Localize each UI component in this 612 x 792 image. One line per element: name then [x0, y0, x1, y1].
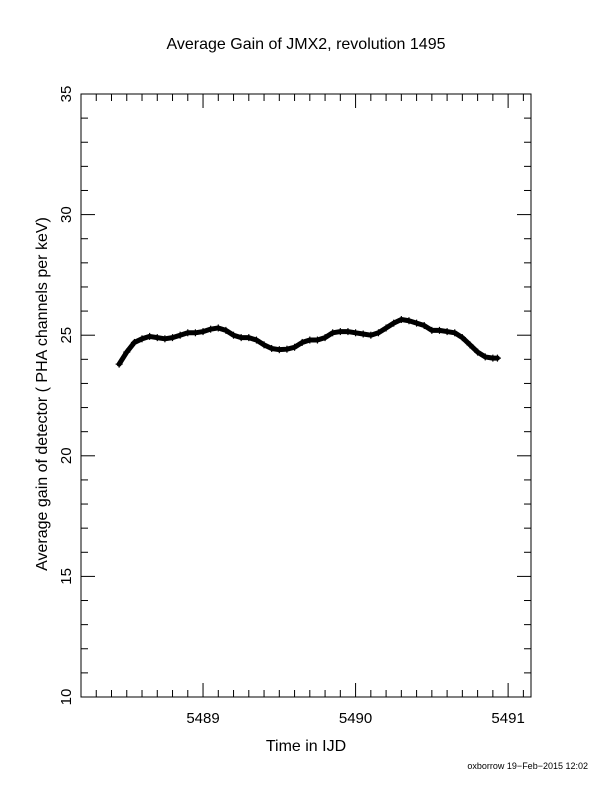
axis-tick-labels: 5489 5490 5491 10 15 20 25 30 35: [58, 86, 525, 727]
data-point: [115, 360, 123, 368]
y-tick-label: 25: [58, 327, 75, 344]
y-tick-label: 10: [58, 689, 75, 706]
data-point: [481, 353, 489, 361]
data-point: [493, 354, 501, 362]
data-point: [169, 334, 177, 342]
data-point: [329, 329, 337, 337]
data-point: [214, 324, 222, 332]
data-point: [367, 331, 375, 339]
data-point: [374, 329, 382, 337]
data-point: [291, 343, 299, 351]
data-point: [245, 334, 253, 342]
data-point: [313, 336, 321, 344]
data-point: [130, 338, 138, 346]
y-axis-label: Average gain of detector ( PHA channels …: [34, 217, 51, 571]
data-point: [405, 317, 413, 325]
data-point: [352, 329, 360, 337]
data-point: [191, 329, 199, 337]
data-point: [161, 335, 169, 343]
data-point: [176, 331, 184, 339]
data-point: [359, 330, 367, 338]
data-point: [146, 332, 154, 340]
data-point: [428, 326, 436, 334]
y-tick-label: 20: [58, 447, 75, 464]
data-point: [222, 326, 230, 334]
data-point: [184, 329, 192, 337]
series-line: [116, 317, 500, 367]
data-point: [458, 334, 466, 342]
data-point: [138, 335, 146, 343]
data-point: [435, 326, 443, 334]
data-point: [199, 328, 207, 336]
data-series: [115, 316, 501, 368]
data-point: [443, 328, 451, 336]
data-point: [451, 329, 459, 337]
data-point: [390, 319, 398, 327]
x-tick-label: 5491: [491, 710, 524, 727]
data-point: [252, 336, 260, 344]
data-point: [420, 322, 428, 330]
data-point: [298, 338, 306, 346]
data-point: [275, 346, 283, 354]
chart-title: Average Gain of JMX2, revolution 1495: [166, 36, 446, 53]
data-point: [336, 328, 344, 336]
y-tick-label: 15: [58, 568, 75, 585]
axis-ticks: [80, 93, 531, 698]
x-tick-label: 5489: [186, 710, 219, 727]
data-point: [237, 334, 245, 342]
data-point: [260, 341, 268, 349]
data-point: [153, 334, 161, 342]
data-point: [306, 336, 314, 344]
x-tick-label: 5490: [339, 710, 372, 727]
footer-credit: oxborrow 19−Feb−2015 12:02: [467, 761, 588, 771]
data-point: [474, 348, 482, 356]
x-axis-label: Time in IJD: [265, 738, 347, 755]
data-point: [123, 348, 131, 356]
data-point: [207, 325, 215, 333]
data-point: [397, 316, 405, 324]
data-point: [466, 341, 474, 349]
y-tick-label: 30: [58, 206, 75, 223]
data-point: [413, 319, 421, 327]
plot-frame: [80, 93, 532, 698]
y-tick-label: 35: [58, 86, 75, 103]
data-point: [230, 331, 238, 339]
data-point: [268, 344, 276, 352]
data-point: [321, 334, 329, 342]
data-point: [382, 324, 390, 332]
data-point: [283, 345, 291, 353]
data-point: [344, 328, 352, 336]
